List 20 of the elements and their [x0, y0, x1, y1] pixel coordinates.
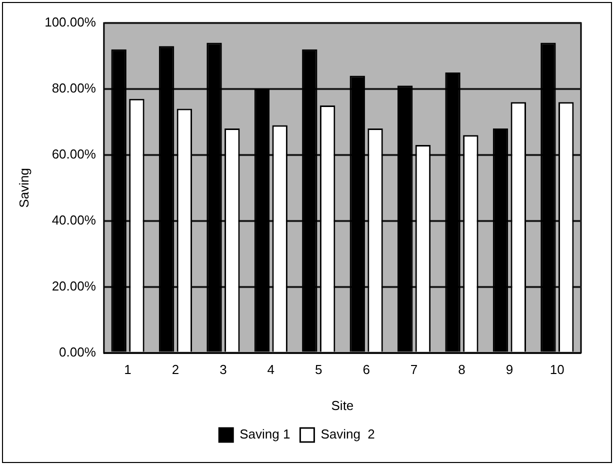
x-tick-label: 3	[220, 362, 227, 378]
x-tick-label: 6	[362, 362, 370, 378]
legend-label: Saving 2	[320, 426, 375, 442]
x-tick-label: 5	[314, 362, 322, 378]
legend-label: Saving 1	[240, 426, 290, 442]
x-tick-label: 1	[124, 362, 132, 378]
x-tick-label: 4	[267, 362, 275, 378]
y-axis-title: Saving	[16, 168, 32, 208]
y-tick-label: 0.00%	[59, 344, 96, 360]
y-tick-label: 60.00%	[52, 146, 96, 162]
x-tick-label: 7	[410, 362, 418, 378]
y-tick-label: 100.00%	[44, 14, 96, 30]
x-tick-label: 9	[506, 362, 514, 378]
x-axis-title: Site	[331, 398, 354, 413]
x-tick-label: 8	[458, 362, 466, 378]
y-tick-label: 80.00%	[52, 80, 96, 96]
y-tick-label: 40.00%	[52, 212, 96, 228]
y-tick-label: 20.00%	[52, 278, 96, 294]
x-tick-label: 2	[172, 362, 180, 378]
x-tick-label: 10	[550, 362, 564, 378]
